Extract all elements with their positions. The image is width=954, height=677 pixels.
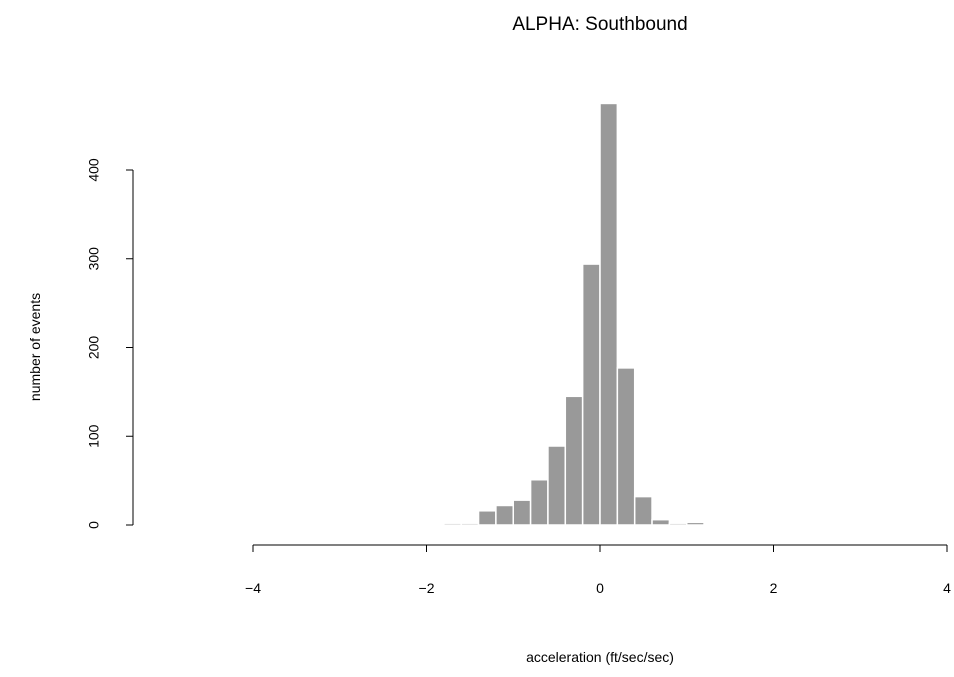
bar: [581, 263, 601, 526]
x-tick-label: 2: [770, 580, 778, 596]
bar: [460, 522, 480, 526]
y-tick-label: 400: [86, 158, 102, 182]
x-tick-label: 4: [943, 580, 951, 596]
bar: [633, 495, 653, 526]
bar: [599, 102, 619, 526]
bar: [547, 445, 567, 526]
y-axis-label: number of events: [27, 293, 43, 401]
y-tick-label: 100: [86, 424, 102, 448]
chart-title: ALPHA: Southbound: [512, 14, 687, 35]
bar: [564, 395, 584, 526]
x-axis-label: acceleration (ft/sec/sec): [526, 649, 674, 665]
bar: [512, 499, 532, 526]
y-tick-label: 300: [86, 247, 102, 271]
bar: [529, 478, 549, 526]
bar: [651, 518, 671, 526]
bar: [477, 510, 497, 526]
x-tick-label: 0: [596, 580, 604, 596]
bar: [720, 523, 740, 526]
y-tick-label: 200: [86, 336, 102, 360]
bar: [495, 504, 514, 526]
x-tick-label: −4: [245, 580, 261, 596]
bar: [443, 522, 462, 526]
bar: [616, 367, 636, 526]
x-tick-label: −2: [419, 580, 435, 596]
y-tick-label: 0: [86, 521, 102, 529]
bar: [703, 523, 723, 526]
bar: [668, 522, 688, 526]
bar: [686, 521, 705, 526]
